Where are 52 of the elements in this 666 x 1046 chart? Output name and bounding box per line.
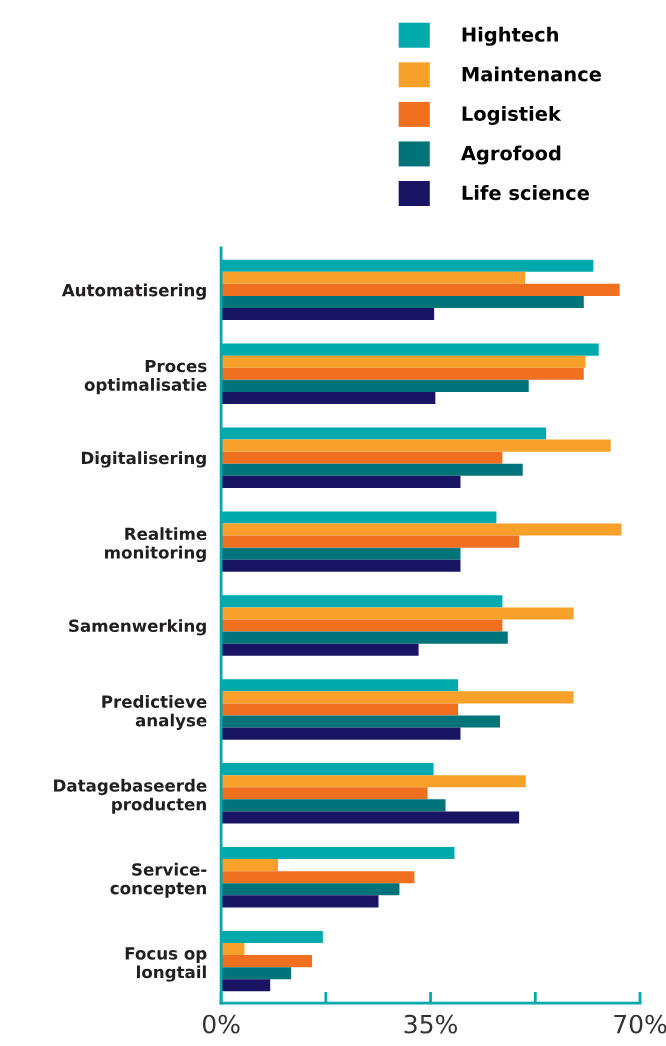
bar [221,307,435,321]
y-tick-label: Datagebaseerde producten [54,778,207,814]
y-tick-label: Automatisering [61,283,206,300]
bar [221,979,271,992]
y-tick-label: Service- concepten [110,862,207,898]
bar [221,967,292,980]
bar [221,871,415,884]
x-tick-label: 35% [404,1014,457,1034]
bar [221,631,508,644]
bar [221,811,520,824]
bar [221,619,503,632]
bar [221,895,379,908]
bar [221,883,400,896]
legend-label: Hightech [462,26,558,46]
bar [221,703,459,716]
bar [221,475,461,488]
bar [221,643,419,656]
bar [221,787,428,800]
legend-label: Life science [462,185,589,201]
bar [221,439,611,452]
bar [221,523,622,536]
bar [221,535,520,548]
bar [221,451,503,464]
bar [221,295,584,308]
bar [221,547,461,560]
bar [221,607,574,620]
legend-label: Agrofood [460,145,561,165]
x-tick-label: 70% [614,1014,666,1034]
bar [221,775,526,788]
bar [221,691,574,704]
y-tick-label: Predictieve analyse [102,695,207,730]
y-tick-label: Digitalisering [81,451,206,468]
y-tick-label: Focus op longtail [125,947,207,982]
bar [221,271,526,284]
bar [221,391,436,404]
legend-label: Maintenance [462,66,601,82]
bar [221,715,500,728]
y-tick-label: Realtime monitoring [105,527,207,563]
bar [221,463,523,476]
legend-label: Logistiek [462,105,562,125]
bar [221,727,461,740]
bar [221,799,446,812]
bar [221,283,620,296]
y-tick-label: Proces optimalisatie [84,359,207,395]
bar [221,955,313,968]
bar [221,859,278,872]
y-tick-label: Samenwerking [69,619,206,636]
bar [221,379,529,392]
bar [221,355,586,368]
bar [221,559,461,572]
x-tick-label: 0% [202,1014,240,1034]
bar [221,367,584,380]
